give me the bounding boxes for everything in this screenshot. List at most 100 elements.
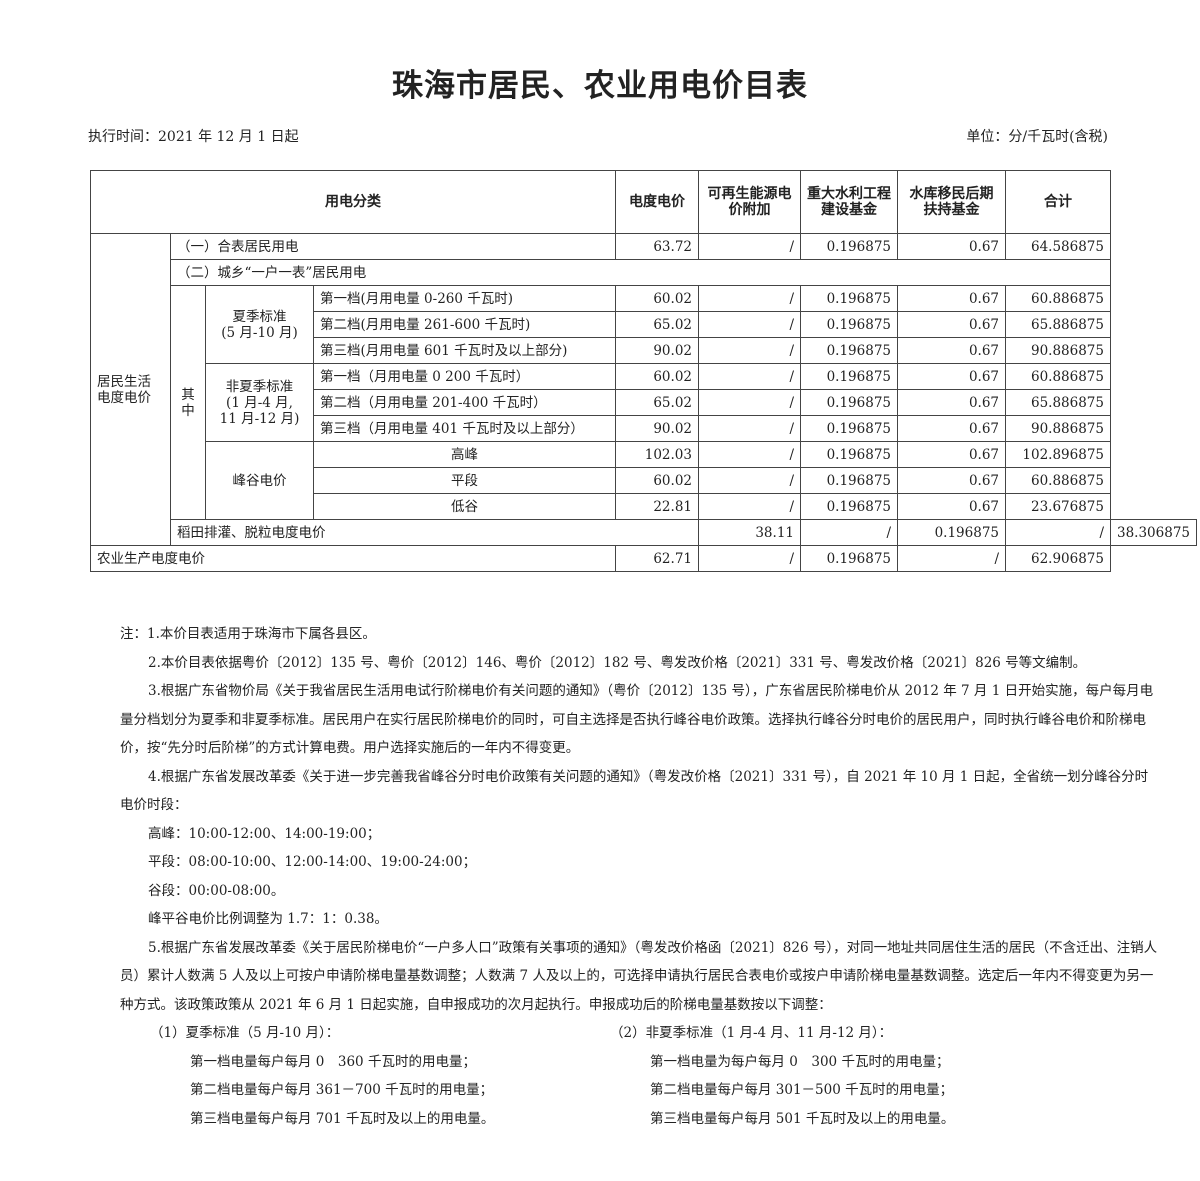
header-row: 用电分类 电度电价 可再生能源电价附加 重大水利工程建设基金 水库移民后期扶持基金 合计 [90,170,1197,234]
period-flat: 平段：08:00-10:00、12:00-14:00、19:00-24:00； [148,854,477,870]
total-cell: 60.886875 [1005,285,1111,312]
total-cell: 90.886875 [1005,337,1111,364]
total-cell: 102.896875 [1005,441,1111,468]
reservoir-fund-cell: 0.67 [897,415,1006,442]
renewable-cell: / [800,519,898,546]
notes: 注：1.本价目表适用于珠海市下属各县区。 2.本价目表依据粤价〔2012〕135… [120,620,1160,1133]
document-title: 珠海市居民、农业用电价目表 [392,68,808,104]
water-fund-cell: 0.196875 [800,441,898,468]
tier-label: 第二档(月用电量 261-600 千瓦时) [313,311,616,338]
price-table: 用电分类 电度电价 可再生能源电价附加 重大水利工程建设基金 水库移民后期扶持基金 合计居… [90,170,1198,572]
reservoir-fund-cell: 0.67 [897,285,1006,312]
period-peak: 高峰：10:00-12:00、14:00-19:00； [148,825,381,842]
note-2: 2.本价目表依据粤价〔2012〕135 号、粤价〔2012〕146、粤价〔201… [148,654,1087,671]
summer-title: （1）夏季标准（5 月-10 月）： [150,1025,340,1041]
nonsummer-tier-2: 第二档电量每户每月 301－500 千瓦时的用电量； [650,1082,954,1098]
group-label: 夏季标准 (5 月-10 月) [205,285,314,364]
header-category: 用电分类 [90,170,616,234]
summer-tiers: （1）夏季标准（5 月-10 月）： 第一档电量每户每月 0 360 千瓦时的用… [120,1019,580,1133]
renewable-cell: / [698,363,801,390]
tier-label: 第二档（月用电量 201-400 千瓦时） [313,389,616,416]
reservoir-fund-cell: 0.67 [897,311,1006,338]
nonsummer-tier-1: 第一档电量为每户每月 0 300 千瓦时的用电量； [650,1053,950,1070]
water-fund-cell: 0.196875 [800,337,898,364]
water-fund-cell: 0.196875 [800,233,898,260]
header-col-4: 水库移民后期扶持基金 [897,170,1006,234]
price-cell: 63.72 [615,233,699,260]
reservoir-fund-cell: 0.67 [897,233,1006,260]
price-cell: 102.03 [615,441,699,468]
renewable-cell: / [698,389,801,416]
water-fund-cell: 0.196875 [800,545,898,572]
unit-label: 单位：分/千瓦时(含税) [966,129,1108,145]
note-3: 3.根据广东省物价局《关于我省居民生活用电试行阶梯电价有关问题的通知》（粤价〔2… [120,683,1154,756]
row-label: （二）城乡“一户一表”居民用电 [170,259,1111,286]
price-cell: 90.02 [615,415,699,442]
reservoir-fund-cell: 0.67 [897,389,1006,416]
row-label: （一）合表居民用电 [170,233,616,260]
price-cell: 90.02 [615,337,699,364]
table-row: 平段 60.02/0.196875 0.67 60.886875 [91,467,1197,494]
total-cell: 60.886875 [1005,467,1111,494]
total-cell: 65.886875 [1005,311,1111,338]
table-row: 稻田排灌、脱粒电度电价 38.11/0.196875/38.306875 [91,519,1198,546]
renewable-cell: / [698,493,801,520]
reservoir-fund-cell: / [1005,519,1111,546]
table-row: 第三档(月用电量 601 千瓦时及以上部分) 90.02/0.196875 0.67… [91,337,1197,364]
water-fund-cell: 0.196875 [897,519,1006,546]
renewable-cell: / [698,545,801,572]
table-row: 居民生活电度电价 （一）合表居民用电 63.72/0.196875 0.67 64.58… [90,233,1197,546]
reservoir-fund-cell: 0.67 [897,493,1006,520]
header-col-3: 重大水利工程建设基金 [800,170,898,234]
price-cell: 60.02 [615,285,699,312]
total-cell: 64.586875 [1005,233,1111,260]
total-cell: 65.886875 [1005,389,1111,416]
total-cell: 60.886875 [1005,363,1111,390]
table-row: 第三档（月用电量 401 千瓦时及以上部分） 90.02/0.196875 0.67… [91,415,1197,442]
water-fund-cell: 0.196875 [800,467,898,494]
effective-date: 执行时间：2021 年 12 月 1 日起 [88,129,299,145]
renewable-cell: / [698,415,801,442]
table-row: （二）城乡“一户一表”居民用电 [91,259,1197,286]
reservoir-fund-cell: / [897,545,1006,572]
table-row: 其中 夏季标准 (5 月-10 月) 第一档(月用电量 0-260 千瓦时) 60.0… [91,285,1197,520]
tier-label: 高峰 [313,441,616,468]
summer-tier-3: 第三档电量每户每月 701 千瓦时及以上的用电量。 [190,1110,495,1127]
price-cell: 60.02 [615,467,699,494]
price-cell: 65.02 [615,311,699,338]
renewable-cell: / [698,441,801,468]
renewable-cell: / [698,233,801,260]
group-label: 峰谷电价 [205,441,314,520]
nonsummer-tiers: （2）非夏季标准（1 月-4 月、11 月-12 月）： 第一档电量为每户每月 … [580,1019,1040,1133]
qizhong-label: 其中 [170,285,206,520]
note-5: 5.根据广东省发展改革委《关于居民阶梯电价“一户多人口”政策有关事项的通知》（粤… [120,939,1158,1013]
reservoir-fund-cell: 0.67 [897,441,1006,468]
header-col-2: 可再生能源电价附加 [698,170,801,234]
water-fund-cell: 0.196875 [800,493,898,520]
renewable-cell: / [698,285,801,312]
price-cell: 60.02 [615,363,699,390]
water-fund-cell: 0.196875 [800,311,898,338]
table-row: 农业生产电度电价 62.71/0.196875/62.906875 [90,545,1197,572]
water-fund-cell: 0.196875 [800,285,898,312]
residential-label: 居民生活电度电价 [90,233,171,546]
reservoir-fund-cell: 0.67 [897,337,1006,364]
renewable-cell: / [698,311,801,338]
renewable-cell: / [698,467,801,494]
group-label: 非夏季标准 (1 月-4 月, 11 月-12 月) [205,363,314,442]
price-cell: 22.81 [615,493,699,520]
reservoir-fund-cell: 0.67 [897,363,1006,390]
renewable-cell: / [698,337,801,364]
water-fund-cell: 0.196875 [800,363,898,390]
note-1: 注：1.本价目表适用于珠海市下属各县区。 [120,626,376,642]
water-fund-cell: 0.196875 [800,415,898,442]
tier-label: 低谷 [313,493,616,520]
header-col-1: 电度电价 [615,170,699,234]
nonsummer-tier-3: 第三档电量每户每月 501 千瓦时及以上的用电量。 [650,1110,955,1127]
total-cell: 38.306875 [1109,519,1198,546]
row-label: 农业生产电度电价 [90,545,616,572]
price-cell: 38.11 [698,519,801,546]
table-row: 非夏季标准 (1 月-4 月, 11 月-12 月) 第一档（月用电量 0 200… [91,363,1197,442]
total-cell: 62.906875 [1005,545,1111,572]
header-col-5: 合计 [1005,170,1111,234]
